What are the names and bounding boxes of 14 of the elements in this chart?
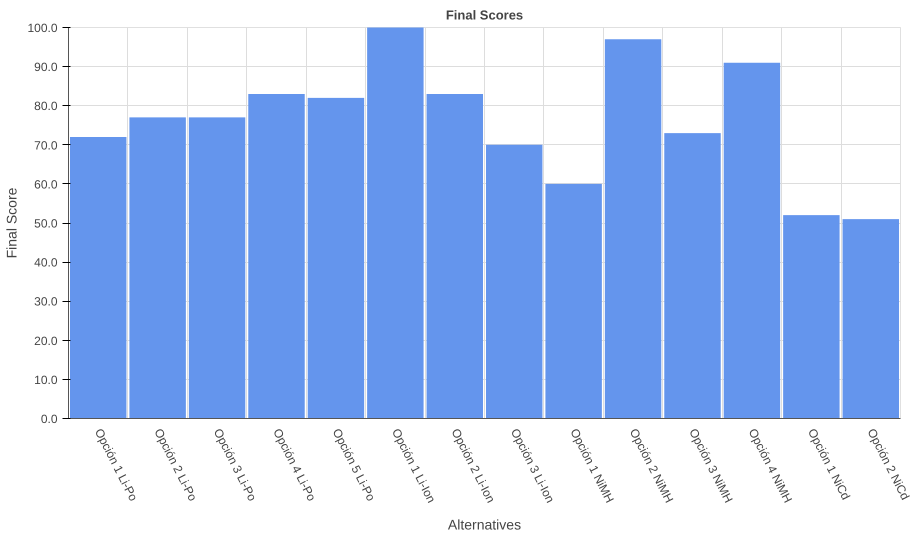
y-tick-label: 10.0 [34,372,58,387]
y-tick-label: 100.0 [27,21,58,35]
y-tick-label: 20.0 [34,334,58,348]
y-tick-label: 70.0 [34,138,58,152]
x-axis-title: Alternatives [448,516,522,532]
y-tick-label: 60.0 [34,177,58,192]
y-axis-title: Final Score [3,187,20,258]
y-tick-label: 0.0 [40,412,58,426]
y-tick-label: 30.0 [34,294,58,309]
y-tick-label: 80.0 [34,99,58,114]
y-tick-label: 50.0 [34,216,58,230]
chart-title: Final Scores [446,8,524,22]
y-tick-label: 40.0 [34,256,58,270]
y-tick-label: 90.0 [34,60,58,74]
